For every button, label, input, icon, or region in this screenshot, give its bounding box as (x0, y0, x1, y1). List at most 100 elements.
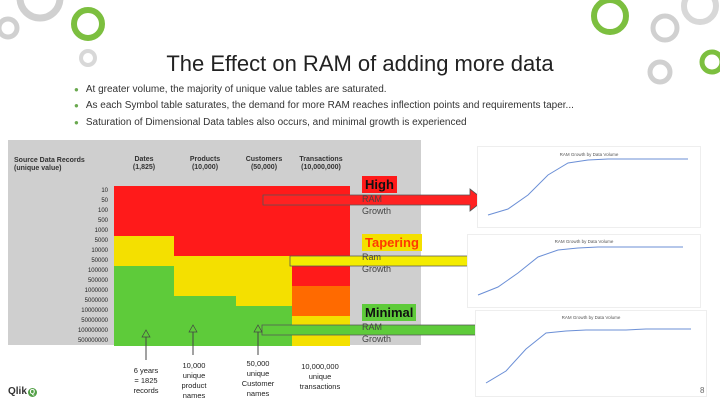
label-high-small-2: Growth (362, 206, 392, 216)
heat-cell (292, 286, 350, 296)
row-label: 100 (97, 208, 108, 214)
col-name: Customers (245, 156, 283, 163)
heat-cell (292, 216, 350, 226)
label-high: High RAM Growth (362, 176, 397, 217)
heat-cell (114, 336, 174, 346)
heat-cell (236, 286, 292, 296)
col-header-products: Products (10,000) (174, 156, 236, 172)
label-tapering-big: Tapering (362, 234, 422, 251)
heat-cell (114, 256, 174, 266)
heat-cell (292, 266, 350, 276)
row-label: 100000000 (77, 328, 108, 334)
source-header: Source Data Records (unique value) (14, 157, 85, 172)
heat-cell (292, 236, 350, 246)
heat-cell (174, 316, 236, 326)
ram-growth-chart-3: RAM Growth by Data Volume (475, 310, 707, 397)
heat-cell (174, 286, 236, 296)
chart-title: RAM Growth by Data Volume (561, 315, 621, 320)
heat-cell (292, 276, 350, 286)
label-tapering: Tapering Ram Growth (362, 234, 422, 275)
heat-cell (174, 226, 236, 236)
row-label: 500000 (87, 278, 108, 284)
heat-cell (236, 246, 292, 256)
heat-cell (114, 276, 174, 286)
col-header-dates: Dates (1,825) (114, 156, 174, 172)
heat-cell (236, 206, 292, 216)
heat-cell (236, 316, 292, 326)
col-sub: (10,000,000) (301, 164, 341, 171)
line: transactions (299, 382, 341, 391)
row-label: 50000 (91, 258, 108, 264)
heat-cell (292, 296, 350, 306)
heat-cell (292, 206, 350, 216)
row-label: 10000000 (81, 308, 108, 314)
line: unique (308, 372, 332, 381)
heat-cell (174, 256, 236, 266)
line: unique (182, 371, 206, 380)
row-label: 500000000 (77, 338, 108, 344)
heat-cell (114, 236, 174, 246)
heat-cell (292, 186, 350, 196)
heat-cell (174, 306, 236, 316)
row-label: 5000 (94, 238, 108, 244)
heat-cell (174, 246, 236, 256)
label-tapering-small-2: Growth (362, 264, 392, 274)
row-label: 50 (101, 198, 108, 204)
line: records (133, 386, 159, 395)
heat-cell (174, 336, 236, 346)
row-label: 10 (101, 188, 108, 194)
line: = 1825 (134, 376, 158, 385)
page-number: 8 (700, 386, 705, 395)
heat-cell (114, 206, 174, 216)
heat-cell (236, 296, 292, 306)
heat-cell (174, 296, 236, 306)
heat-cell (174, 196, 236, 206)
bullet-text: Saturation of Dimensional Data tables al… (85, 117, 467, 128)
line: 10,000 (182, 361, 206, 370)
label-minimal-small-2: Growth (362, 334, 392, 344)
heat-cell (174, 276, 236, 286)
heat-cell (236, 306, 292, 316)
line: names (246, 389, 270, 398)
col-name: Products (189, 156, 221, 163)
heat-cell (114, 326, 174, 336)
bullet-text: As each Symbol table saturates, the dema… (85, 100, 574, 111)
label-minimal-small-1: RAM (362, 322, 382, 332)
heat-cell (174, 266, 236, 276)
heat-cell (114, 286, 174, 296)
heat-cell (174, 326, 236, 336)
heat-cell (236, 276, 292, 286)
row-label: 500 (97, 218, 108, 224)
heat-cell (236, 216, 292, 226)
col-name: Transactions (299, 156, 343, 163)
line: 10,000,000 (301, 362, 339, 371)
row-label: 50000000 (81, 318, 108, 324)
row-label: 1000 (94, 228, 108, 234)
qlik-logo: Qlik Q (8, 386, 37, 397)
heat-cell (174, 236, 236, 246)
heat-cell (236, 226, 292, 236)
heat-cell (114, 316, 174, 326)
heat-cell (114, 226, 174, 236)
row-label: 100000 (87, 268, 108, 274)
bullet-3: ● Saturation of Dimensional Data tables a… (74, 117, 467, 128)
bullet-2: ● As each Symbol table saturates, the dem… (74, 100, 574, 111)
label-minimal: Minimal RAM Growth (362, 304, 417, 345)
row-label: 10000 (91, 248, 108, 254)
label-high-big: High (362, 176, 397, 193)
label-high-small-1: RAM (362, 194, 382, 204)
bottom-label-dates: 6 years = 1825 records (128, 366, 164, 396)
heat-cell (174, 216, 236, 226)
page-title: The Effect on RAM of adding more data (166, 51, 554, 76)
col-sub: (50,000) (250, 164, 278, 171)
ram-growth-chart-2: RAM Growth by Data Volume (467, 234, 701, 308)
col-name: Dates (134, 156, 154, 163)
line: product (181, 381, 207, 390)
heat-cell (236, 266, 292, 276)
col-header-customers: Customers (50,000) (236, 156, 292, 172)
heat-cell (236, 256, 292, 266)
chart-curve (487, 158, 688, 216)
line: unique (246, 369, 270, 378)
line: Customer (241, 379, 275, 388)
